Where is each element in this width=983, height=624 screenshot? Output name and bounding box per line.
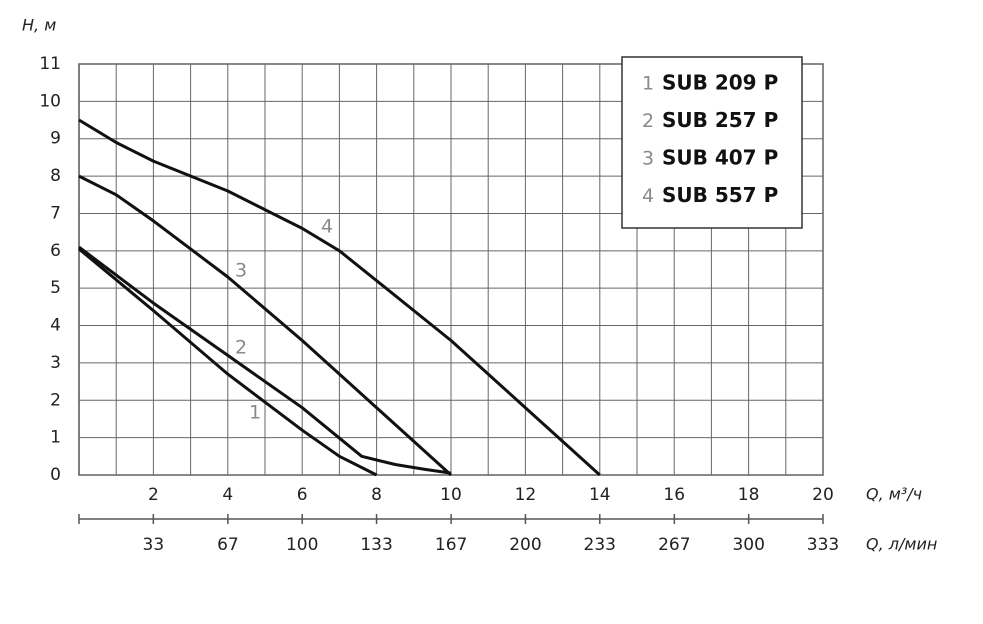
curve-label: 2 [235, 337, 247, 359]
legend-entry: SUB 557 P [662, 183, 778, 207]
legend-box [621, 56, 803, 229]
x-tick-label: 20 [812, 485, 834, 505]
x2-tick-label: 67 [217, 535, 239, 555]
x-tick-label: 6 [297, 485, 308, 505]
x2-axis-label: Q, л/мин [866, 535, 937, 554]
x-axis-label: Q, м³/ч [866, 485, 922, 504]
curve-label: 3 [235, 260, 247, 282]
legend-number: 2 [642, 110, 654, 132]
x2-tick-label: 200 [509, 535, 541, 555]
legend-number: 4 [642, 185, 654, 207]
x2-tick-label: 233 [584, 535, 616, 555]
x-tick-label: 8 [371, 485, 382, 505]
y-tick-label: 0 [50, 465, 61, 485]
legend-entry: SUB 257 P [662, 108, 778, 132]
x-tick-label: 12 [515, 485, 537, 505]
x2-tick-label: 133 [360, 535, 392, 555]
curve-label: 4 [321, 216, 333, 238]
curve [78, 245, 452, 475]
y-tick-label: 4 [50, 316, 61, 336]
x2-tick-label: 100 [286, 535, 318, 555]
y-tick-label: 2 [50, 390, 61, 410]
x2-tick-label: 300 [732, 535, 764, 555]
x-tick-label: 18 [738, 485, 760, 505]
x-tick-label: 2 [148, 485, 159, 505]
y-tick-label: 3 [50, 353, 61, 373]
x-tick-label: 14 [589, 485, 611, 505]
x2-tick-label: 167 [435, 535, 467, 555]
y-tick-label: 7 [50, 203, 61, 223]
y-tick-label: 6 [50, 241, 61, 261]
legend-number: 1 [642, 73, 654, 95]
curve [78, 118, 601, 477]
y-tick-label: 8 [50, 166, 61, 186]
x2-tick-label: 33 [143, 535, 165, 555]
y-tick-label: 1 [50, 428, 61, 448]
x-tick-label: 10 [440, 485, 462, 505]
x2-tick-label: 267 [658, 535, 690, 555]
x2-tick-label: 333 [807, 535, 839, 555]
y-tick-label: 9 [50, 129, 61, 149]
curve [78, 247, 378, 477]
legend-number: 3 [642, 148, 654, 170]
y-tick-label: 5 [50, 278, 61, 298]
y-axis-label: H, м [22, 16, 56, 35]
curve [78, 174, 453, 477]
legend-entry: SUB 407 P [662, 146, 778, 170]
x-tick-label: 16 [663, 485, 685, 505]
y-tick-label: 10 [39, 91, 61, 111]
x-tick-label: 4 [222, 485, 233, 505]
y-tick-label: 11 [39, 54, 61, 74]
legend-entry: SUB 209 P [662, 71, 778, 95]
curve-label: 1 [249, 402, 261, 424]
